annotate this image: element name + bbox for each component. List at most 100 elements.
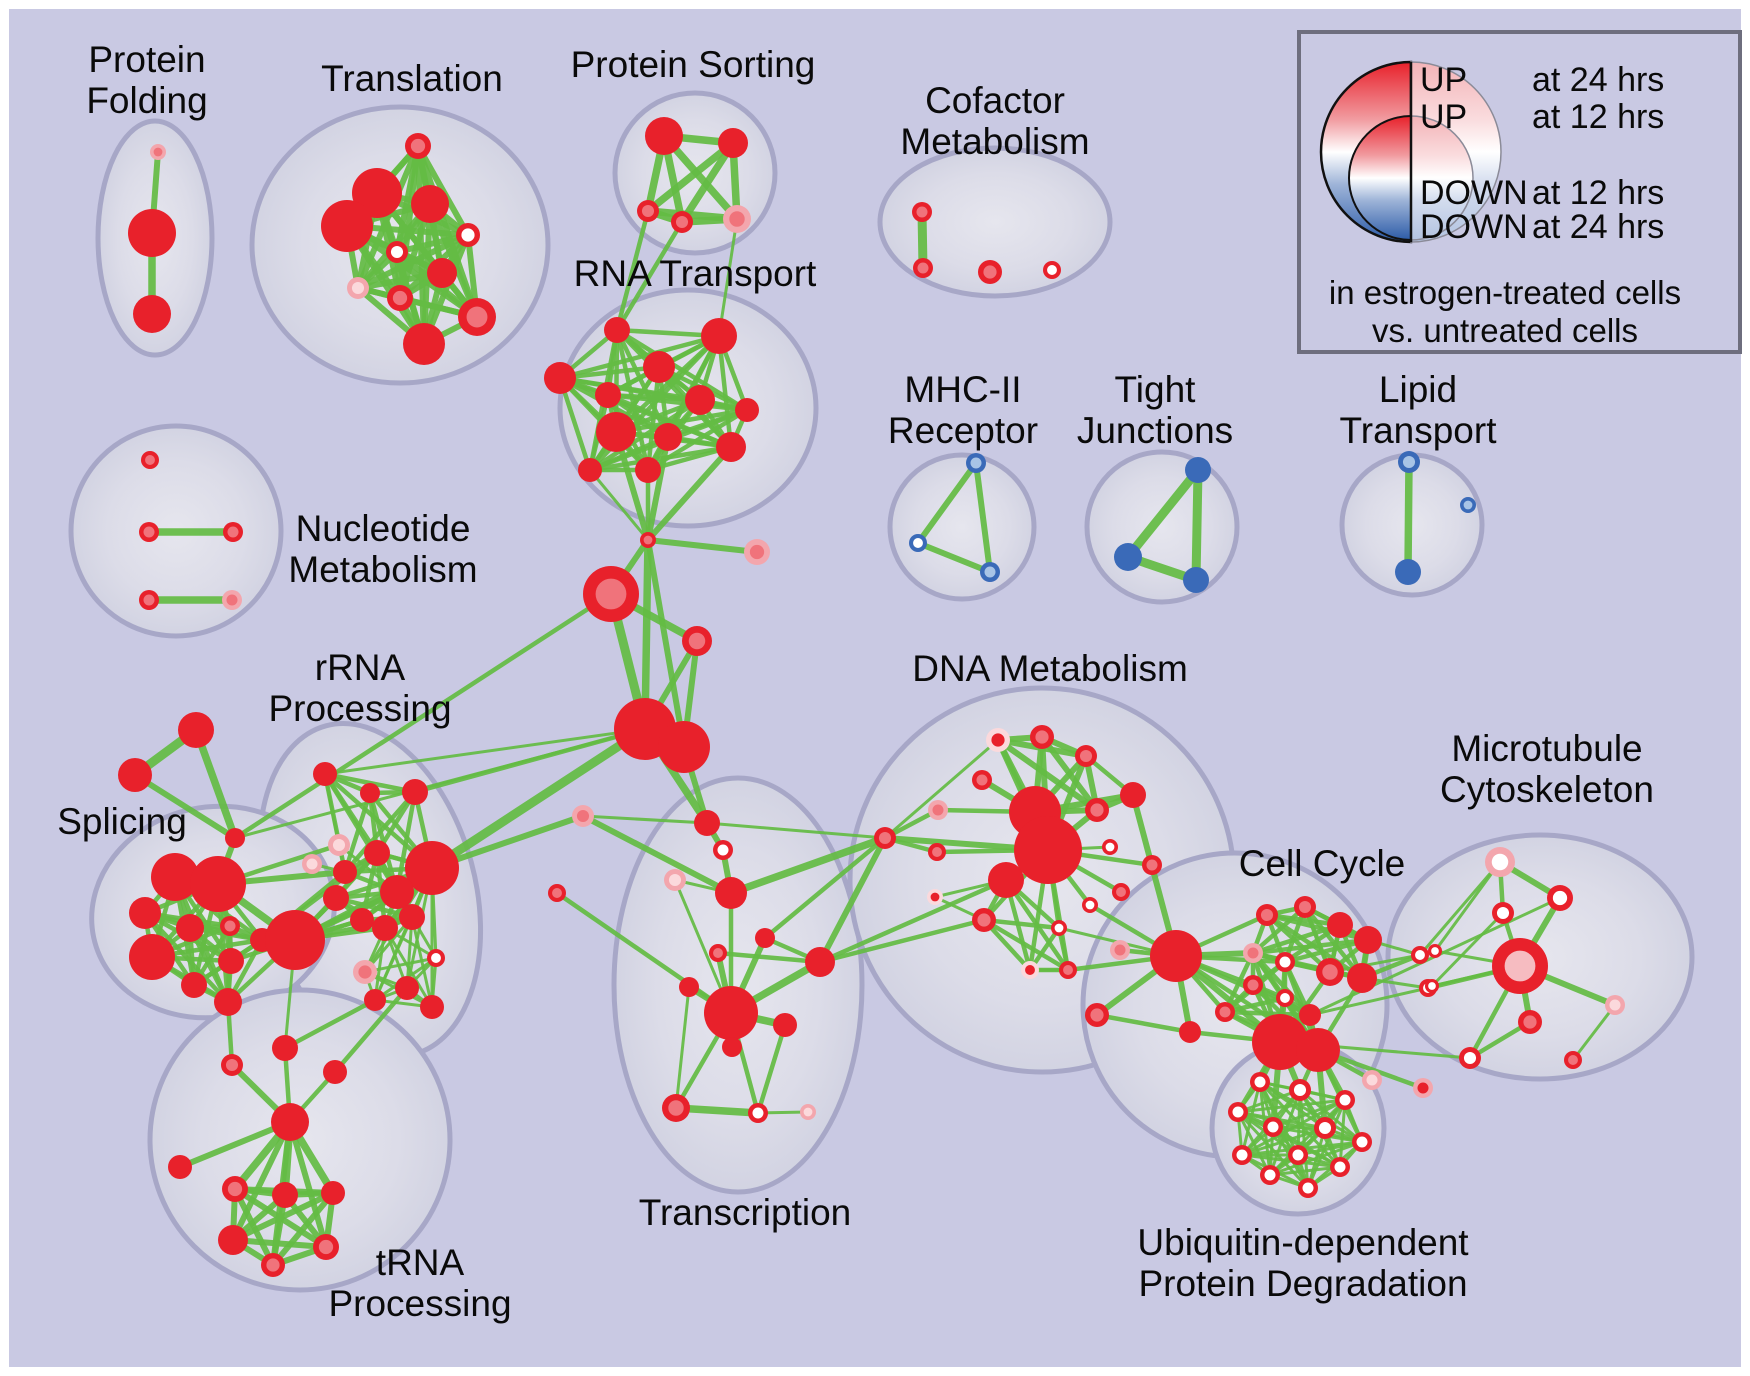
edge xyxy=(1191,465,1203,585)
edge xyxy=(333,895,415,920)
node-core-41 xyxy=(145,455,155,465)
node-77 xyxy=(323,885,349,911)
node-108 xyxy=(722,1037,742,1057)
node-core-146 xyxy=(1247,979,1259,991)
node-core-16 xyxy=(641,204,655,218)
edge xyxy=(373,915,414,1002)
node-14 xyxy=(645,117,683,155)
node-core-3 xyxy=(410,138,426,154)
cluster-label-tight-junctions-line1: Tight xyxy=(1115,369,1197,410)
node-core-133 xyxy=(1025,965,1035,975)
node-68 xyxy=(313,762,337,786)
node-32 xyxy=(716,432,746,462)
node-78 xyxy=(350,908,374,932)
node-core-172 xyxy=(1318,1121,1332,1135)
node-core-44 xyxy=(143,594,155,606)
node-107 xyxy=(773,1013,797,1037)
edge xyxy=(557,375,593,473)
edge xyxy=(287,1119,329,1250)
edge xyxy=(270,1190,336,1268)
node-core-19 xyxy=(916,206,928,218)
node-core-35 xyxy=(643,535,653,545)
cluster-label-trna-processing-line2: Processing xyxy=(328,1283,511,1324)
legend-row-4-direction: DOWN xyxy=(1420,208,1528,246)
edge xyxy=(282,997,378,1051)
edge xyxy=(645,434,671,543)
node-149 xyxy=(1299,1004,1321,1026)
node-51 xyxy=(1183,567,1209,593)
node-core-0 xyxy=(153,147,163,157)
node-core-135 xyxy=(1114,944,1126,956)
edge xyxy=(1308,986,1430,1017)
legend-row-1-time: at 24 hrs xyxy=(1532,61,1664,99)
node-core-96 xyxy=(318,1239,334,1255)
node-23 xyxy=(604,317,630,343)
edge xyxy=(1268,1140,1364,1177)
node-28 xyxy=(685,385,715,415)
node-59 xyxy=(190,856,246,912)
edge xyxy=(614,208,651,333)
cluster-label-transcription: Transcription xyxy=(639,1192,851,1233)
edge xyxy=(1430,911,1505,988)
node-core-160 xyxy=(1431,947,1439,955)
cluster-hull-mhc-ii-receptor xyxy=(887,452,1037,602)
node-core-132 xyxy=(1116,887,1126,897)
node-76 xyxy=(380,875,414,909)
edge xyxy=(1240,1126,1327,1157)
edge xyxy=(412,726,648,795)
node-core-82 xyxy=(358,965,372,979)
node-89 xyxy=(323,1060,347,1084)
edge xyxy=(177,1119,293,1170)
node-core-10 xyxy=(351,281,365,295)
node-84 xyxy=(364,989,386,1011)
node-66 xyxy=(214,988,242,1016)
network-nodes xyxy=(118,117,1625,1277)
edge xyxy=(1130,792,1179,959)
node-core-8 xyxy=(390,245,404,259)
edge xyxy=(715,950,823,965)
cluster-label-protein-folding-line2: Folding xyxy=(86,80,207,121)
node-core-152 xyxy=(1090,1008,1104,1022)
edge xyxy=(1328,953,1422,974)
node-61 xyxy=(176,914,204,942)
node-88 xyxy=(272,1035,298,1061)
node-core-111 xyxy=(803,1107,813,1117)
node-5 xyxy=(321,200,373,252)
node-core-62 xyxy=(224,920,236,932)
legend-row-2-direction: UP xyxy=(1420,98,1467,136)
node-64 xyxy=(181,972,207,998)
edge xyxy=(705,821,887,840)
legend-caption-line1: in estrogen-treated cells xyxy=(1329,274,1681,311)
node-core-171 xyxy=(1267,1121,1279,1133)
edge xyxy=(915,460,979,546)
edge xyxy=(1222,1009,1313,1018)
cluster-label-cofactor-metabolism-line2: Metabolism xyxy=(900,121,1089,162)
cluster-label-trna-processing-line1: tRNA xyxy=(376,1242,465,1283)
node-core-11 xyxy=(392,290,408,306)
cluster-label-dna-metabolism: DNA Metabolism xyxy=(912,648,1188,689)
node-core-21 xyxy=(983,265,997,279)
node-core-155 xyxy=(1366,1074,1378,1086)
edge xyxy=(1250,937,1371,956)
node-core-147 xyxy=(1280,993,1290,1003)
edge xyxy=(817,917,987,965)
node-145 xyxy=(1347,963,1377,993)
legend-disc-inner-left xyxy=(1348,114,1412,242)
cluster-label-cell-cycle: Cell Cycle xyxy=(1239,843,1406,884)
node-30 xyxy=(596,412,636,452)
cluster-label-mhc-ii-receptor-line1: MHC-II xyxy=(904,369,1021,410)
node-26 xyxy=(544,362,576,394)
node-core-12 xyxy=(466,306,488,328)
node-core-126 xyxy=(1146,859,1158,871)
node-core-163 xyxy=(1609,999,1621,1011)
node-core-161 xyxy=(1504,950,1536,982)
cluster-label-nucleotide-metabolism-line1: Nucleotide xyxy=(296,508,471,549)
edge xyxy=(230,1190,336,1243)
node-25 xyxy=(643,351,675,383)
edge xyxy=(717,217,739,338)
node-core-138 xyxy=(1260,908,1274,922)
node-83 xyxy=(395,976,419,1000)
node-24 xyxy=(701,318,737,354)
node-98 xyxy=(694,810,720,836)
node-122 xyxy=(1014,816,1082,884)
